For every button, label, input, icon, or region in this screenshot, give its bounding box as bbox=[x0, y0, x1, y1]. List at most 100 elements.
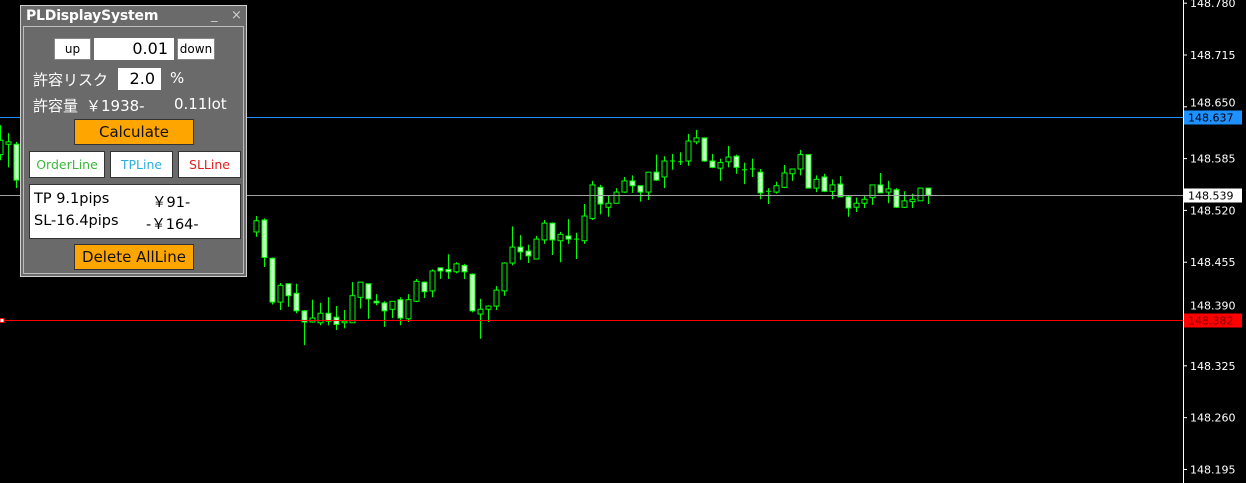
y-tick-label: 148.715 bbox=[1190, 49, 1236, 62]
candle-body bbox=[797, 154, 804, 170]
candle-body bbox=[429, 270, 436, 292]
candle-body bbox=[341, 320, 348, 324]
candle-body bbox=[885, 188, 892, 193]
candle bbox=[509, 226, 516, 266]
y-tick-label: 148.455 bbox=[1190, 256, 1236, 269]
candle bbox=[725, 145, 732, 168]
candle bbox=[717, 158, 724, 181]
candle bbox=[445, 254, 452, 279]
candle-body bbox=[861, 198, 868, 204]
y-tick-label: 148.325 bbox=[1190, 360, 1236, 373]
y-tick-label: 148.260 bbox=[1190, 412, 1236, 425]
candle-body bbox=[693, 137, 700, 143]
risk-input[interactable]: 2.0 bbox=[118, 68, 161, 90]
candle bbox=[373, 294, 380, 306]
price-line-label: 148.382 bbox=[1188, 315, 1234, 328]
candle bbox=[405, 294, 412, 322]
candle-body bbox=[845, 196, 852, 209]
candle-body bbox=[925, 187, 932, 196]
candle bbox=[461, 263, 468, 279]
candle bbox=[757, 168, 764, 200]
y-tick-label: 148.520 bbox=[1190, 205, 1236, 218]
candle bbox=[885, 180, 892, 204]
candle-body bbox=[661, 160, 668, 178]
candle-body bbox=[437, 267, 444, 272]
candle bbox=[733, 154, 740, 174]
candle bbox=[381, 301, 388, 327]
candle bbox=[678, 152, 683, 165]
candle-body bbox=[917, 187, 924, 202]
candle bbox=[709, 153, 716, 169]
candle-body bbox=[533, 238, 540, 260]
down-button[interactable]: down bbox=[177, 38, 215, 60]
candle bbox=[605, 195, 612, 217]
price-line-label: 148.539 bbox=[1188, 190, 1234, 203]
order-line-button[interactable]: OrderLine bbox=[29, 151, 105, 178]
candle-body bbox=[477, 308, 484, 315]
candle-body bbox=[253, 220, 260, 233]
minimize-icon[interactable]: _ bbox=[211, 8, 218, 23]
candle bbox=[877, 172, 884, 194]
candle-body bbox=[685, 140, 692, 162]
candle bbox=[429, 269, 436, 298]
candle bbox=[477, 298, 484, 339]
candle-body bbox=[781, 172, 788, 188]
candle bbox=[309, 299, 316, 323]
candle bbox=[325, 297, 332, 326]
sl-line-button[interactable]: SLLine bbox=[178, 151, 241, 178]
candle bbox=[750, 158, 755, 177]
candle bbox=[261, 218, 268, 268]
candle-body bbox=[373, 300, 380, 304]
price-axis[interactable]: 148.780 148.715 148.650 148.585 148.520 148.4… bbox=[1183, 0, 1236, 476]
candle-body bbox=[621, 180, 628, 193]
candle bbox=[853, 197, 860, 213]
candle-body bbox=[877, 184, 884, 194]
candle-body bbox=[357, 281, 364, 298]
panel-title[interactable]: PLDisplaySystem bbox=[26, 8, 159, 24]
candle-body bbox=[325, 312, 332, 322]
candle-body bbox=[13, 143, 20, 181]
candle-body bbox=[821, 176, 828, 192]
y-tick-label: 148.585 bbox=[1190, 153, 1236, 166]
candle bbox=[589, 180, 596, 220]
candle bbox=[685, 133, 692, 166]
candle-body bbox=[773, 185, 780, 193]
candle bbox=[925, 187, 932, 205]
candle-body bbox=[517, 246, 524, 253]
candle-body bbox=[805, 154, 812, 189]
candle-body bbox=[629, 180, 636, 187]
delete-all-lines-button[interactable]: Delete AllLine bbox=[74, 244, 194, 270]
candle-body bbox=[589, 184, 596, 219]
line-handle-icon[interactable] bbox=[0, 318, 5, 323]
y-tick-label: 148.780 bbox=[1190, 0, 1236, 10]
candle bbox=[357, 281, 364, 309]
candle-body bbox=[293, 292, 300, 312]
candle bbox=[781, 164, 788, 189]
candle-body bbox=[637, 185, 644, 193]
candle-body bbox=[389, 300, 396, 310]
pl-display-panel: PLDisplaySystem _ × up 0.01 down 許容リスク 2… bbox=[20, 5, 247, 277]
candle bbox=[5, 133, 12, 168]
candle bbox=[581, 204, 588, 244]
up-button[interactable]: up bbox=[54, 38, 91, 60]
lot-step-input[interactable]: 0.01 bbox=[94, 38, 174, 60]
allowance-amount: ￥1938- bbox=[86, 97, 145, 115]
candle-body bbox=[0, 139, 4, 156]
candle bbox=[837, 176, 844, 198]
candle-body bbox=[709, 160, 716, 168]
calculate-button[interactable]: Calculate bbox=[74, 119, 194, 145]
candle bbox=[389, 300, 396, 319]
tp-line-button[interactable]: TPLine bbox=[110, 151, 173, 178]
candle-body bbox=[485, 305, 492, 310]
candle-body bbox=[397, 299, 404, 319]
candle bbox=[701, 137, 708, 162]
candle-body bbox=[813, 178, 820, 189]
candle-body bbox=[869, 184, 876, 199]
candle bbox=[893, 188, 900, 209]
close-icon[interactable]: × bbox=[231, 8, 242, 23]
candle-body bbox=[381, 302, 388, 312]
candle-body bbox=[349, 295, 356, 324]
candle bbox=[301, 310, 308, 346]
candle bbox=[349, 282, 356, 324]
